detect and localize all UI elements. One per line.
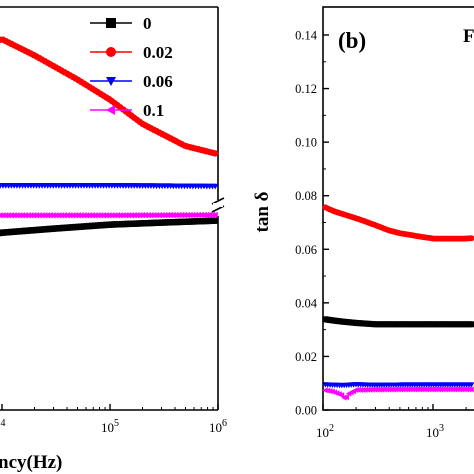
panel-b-x-ticks: 102 103 — [316, 404, 467, 440]
legend-marker — [106, 105, 115, 115]
legend-label: 0.1 — [143, 101, 164, 120]
panel-b: 0.000.020.040.060.080.100.120.14 102 103 … — [252, 6, 474, 440]
panel-b-y-tick-label: 0.00 — [295, 404, 317, 418]
legend-label: 0 — [143, 14, 152, 33]
panel-a-point — [212, 150, 219, 157]
panel-b-x-axis-title-fragment: F — [463, 26, 474, 47]
panel-b-point — [468, 235, 474, 242]
legend-marker — [106, 77, 116, 86]
legend-label: 0.02 — [143, 43, 173, 62]
panel-a-x-tick-label: 4 — [1, 418, 6, 429]
panel-b-y-tick-label: 0.08 — [295, 189, 317, 203]
panel-b-series-0 — [322, 316, 474, 328]
legend-entry-0: 0 — [90, 14, 152, 33]
panel-b-series-0.1 — [322, 386, 474, 401]
panel-b-point — [341, 394, 347, 401]
panel-a-point — [212, 183, 219, 190]
panel-a-x-tick-label: 106 — [209, 418, 227, 435]
panel-b-point — [343, 394, 349, 401]
panel-b-frame — [322, 6, 474, 411]
panel-b-point — [324, 387, 331, 394]
panel-b-point — [468, 382, 474, 388]
panel-b-y-tick-label: 0.10 — [295, 136, 317, 150]
panel-b-y-tick-label: 0.04 — [295, 296, 318, 310]
panel-b-point — [468, 386, 474, 393]
panel-b-y-axis-title: tan δ — [252, 191, 273, 232]
panel-a-series — [0, 36, 219, 237]
legend-marker — [106, 18, 116, 28]
legend-entry-0.02: 0.02 — [90, 43, 173, 62]
panel-b-series-0.02 — [322, 204, 474, 242]
panel-b-series — [322, 204, 474, 401]
panel-a-x-ticks: 4 105 106 — [1, 404, 227, 435]
panel-b-y-tick-label: 0.14 — [295, 28, 318, 42]
panel-b-x-tick-label: 102 — [316, 423, 334, 440]
panel-b-point — [468, 321, 474, 328]
panel-a-point — [212, 211, 218, 219]
legend-label: 0.06 — [143, 72, 173, 91]
panel-b-series-0.06 — [322, 382, 474, 389]
panel-a-point — [212, 217, 219, 224]
panel-a-series-0 — [0, 217, 219, 237]
legend-entry-0.1: 0.1 — [90, 101, 164, 120]
panel-b-y-tick-label: 0.06 — [295, 243, 317, 257]
panel-a-x-tick-label: 105 — [101, 418, 119, 435]
panel-a: 4 105 106 0 0.02 0.06 0.1 ncy(Hz) — [0, 6, 227, 473]
panel-b-label: (b) — [338, 28, 366, 53]
panel-a-series-0.1 — [0, 211, 218, 219]
panel-b-y-ticks: 0.00 0.02 0.04 0.06 0.08 0.10 0.12 0.14 — [295, 28, 329, 418]
axis-break-mark — [211, 197, 225, 213]
panel-b-point — [327, 387, 333, 394]
panel-b-y-tick-label: 0.12 — [295, 82, 317, 96]
panel-a-legend: 0 0.02 0.06 0.1 — [90, 14, 173, 120]
panel-a-series-0.02 — [0, 36, 219, 157]
panel-a-series-0.06 — [0, 182, 219, 190]
panel-b-point — [338, 392, 345, 399]
panel-b-point — [322, 387, 328, 394]
panel-b-x-tick-label: 103 — [426, 423, 444, 440]
legend-marker — [106, 47, 116, 57]
panel-a-x-axis-title: ncy(Hz) — [0, 452, 62, 473]
legend-entry-0.06: 0.06 — [90, 72, 173, 91]
panel-b-y-tick-label: 0.02 — [295, 350, 317, 364]
